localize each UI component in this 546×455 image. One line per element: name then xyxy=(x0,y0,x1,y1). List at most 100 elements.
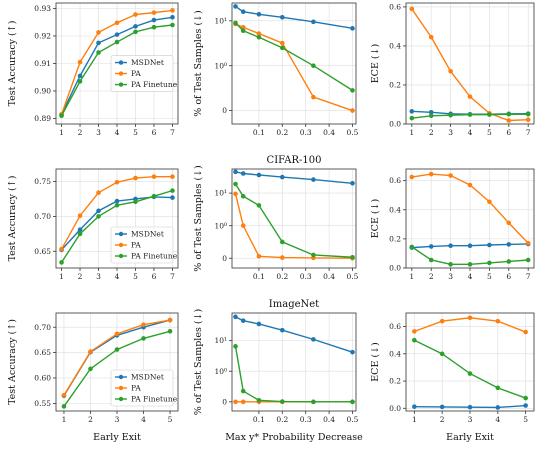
data-point xyxy=(77,73,83,79)
x-tick-label: 2 xyxy=(429,128,434,137)
x-tick-label: 5 xyxy=(133,272,138,281)
series-line-msdnet xyxy=(235,171,353,185)
x-tick-label: 1 xyxy=(59,128,64,137)
data-point xyxy=(428,113,434,119)
data-point xyxy=(141,322,146,327)
x-tick-label: 2 xyxy=(78,128,83,137)
y-axis-label: Test Accuracy (↑) xyxy=(7,319,18,405)
series-line-pa xyxy=(235,23,353,112)
y-axis-label: Test Accuracy (↑) xyxy=(7,176,18,262)
x-tick-label: 2 xyxy=(78,272,83,281)
legend-swatch-marker xyxy=(118,82,124,87)
x-tick-label: 0.1 xyxy=(253,272,265,281)
data-point xyxy=(96,190,101,196)
x-tick-label: 0.5 xyxy=(347,128,359,137)
data-point xyxy=(495,405,501,410)
panel-imagenet-samples: 0.1 0.2 0.3 0.4 0.5 0 10⁰ 10¹ % of Test Samples … xyxy=(193,299,363,443)
data-point xyxy=(311,19,316,25)
y-tick-label: 0 xyxy=(222,397,227,406)
data-point xyxy=(487,112,492,117)
data-point xyxy=(114,32,120,37)
y-tick-label: 0.6 xyxy=(389,176,401,185)
data-point xyxy=(151,17,157,23)
x-tick-label: 5 xyxy=(168,415,173,424)
x-tick-label: 3 xyxy=(96,272,101,281)
data-point xyxy=(487,199,492,205)
data-point xyxy=(133,199,138,205)
data-point xyxy=(114,20,120,26)
data-point xyxy=(240,388,246,394)
data-point xyxy=(280,14,285,20)
data-point xyxy=(412,329,417,334)
data-point xyxy=(233,344,238,349)
series-line-pa xyxy=(234,193,353,259)
legend-label: MSDNet xyxy=(131,230,164,239)
y-axis-label: ECE (↓) xyxy=(370,199,381,239)
x-axis-label: Early Exit xyxy=(446,432,494,443)
data-point xyxy=(114,179,120,185)
data-point xyxy=(311,399,316,405)
data-point xyxy=(240,28,246,34)
data-point xyxy=(467,315,473,321)
data-point xyxy=(61,404,67,409)
data-point xyxy=(412,404,417,409)
data-point xyxy=(439,404,445,410)
data-point xyxy=(96,30,101,35)
x-tick-label: 6 xyxy=(152,272,157,281)
y-tick-label: 10⁰ xyxy=(214,367,227,376)
x-tick-label: 0.1 xyxy=(253,415,265,424)
legend-swatch-marker xyxy=(118,242,124,248)
legend-label: PA Finetune xyxy=(131,80,178,89)
y-tick-label: 0.4 xyxy=(389,349,401,358)
x-axis-label: Max y* Probability Decrease xyxy=(225,432,363,443)
data-point xyxy=(350,349,355,355)
data-point xyxy=(487,242,492,248)
x-tick-label: 7 xyxy=(170,128,175,137)
data-point xyxy=(114,202,120,208)
panel-imagenet-accuracy: 1 2 3 4 5 0.55 0.60 0.65 0.70 Test Accuracy (↑) Ea… xyxy=(7,312,179,443)
x-tick-label: 0.3 xyxy=(300,128,312,137)
x-tick-label: 5 xyxy=(487,272,492,281)
data-point xyxy=(428,109,434,115)
y-tick-label: 0.65 xyxy=(34,348,51,357)
data-point xyxy=(233,399,238,405)
x-tick-label: 0.3 xyxy=(300,415,312,424)
data-point xyxy=(240,9,246,14)
data-point xyxy=(167,328,173,334)
legend-label: PA xyxy=(131,241,141,250)
panel-cifar100-samples: 0.1 0.2 0.3 0.4 0.5 0 10⁰ 10¹ % of Test Samples … xyxy=(193,155,359,281)
x-tick-label: 5 xyxy=(487,128,492,137)
data-point xyxy=(311,94,316,100)
x-tick-label: 0.2 xyxy=(276,415,288,424)
data-point xyxy=(77,59,83,65)
data-point xyxy=(448,69,453,74)
data-point xyxy=(467,182,473,188)
y-tick-label: 0.91 xyxy=(34,59,51,68)
data-point xyxy=(233,314,238,320)
legend-label: MSDNet xyxy=(131,58,164,67)
legend-swatch-marker xyxy=(118,231,124,237)
data-point xyxy=(428,244,434,249)
data-point xyxy=(525,240,531,246)
data-point xyxy=(96,208,101,214)
data-point xyxy=(495,318,501,324)
data-point xyxy=(114,331,120,337)
data-point xyxy=(280,327,285,333)
data-point xyxy=(506,111,512,117)
data-point xyxy=(523,403,528,408)
legend-label: PA xyxy=(131,384,141,393)
legend-swatch-marker xyxy=(118,253,124,259)
data-point xyxy=(240,24,246,30)
x-tick-label: 4 xyxy=(468,128,473,137)
x-tick-label: 4 xyxy=(141,415,146,424)
data-point xyxy=(170,174,175,179)
data-point xyxy=(467,243,473,249)
panel-cifar100-ece: 1 2 3 4 5 6 7 0.0 0.2 0.4 0.6 ECE (↓) xyxy=(370,168,535,281)
y-tick-label: 0.4 xyxy=(389,42,401,51)
data-point xyxy=(151,24,157,30)
legend-label: PA xyxy=(131,69,141,78)
y-tick-label: 0.2 xyxy=(389,234,401,243)
data-point xyxy=(256,11,262,17)
y-tick-label: 0.0 xyxy=(389,264,401,273)
y-tick-label: 10¹ xyxy=(214,16,227,25)
